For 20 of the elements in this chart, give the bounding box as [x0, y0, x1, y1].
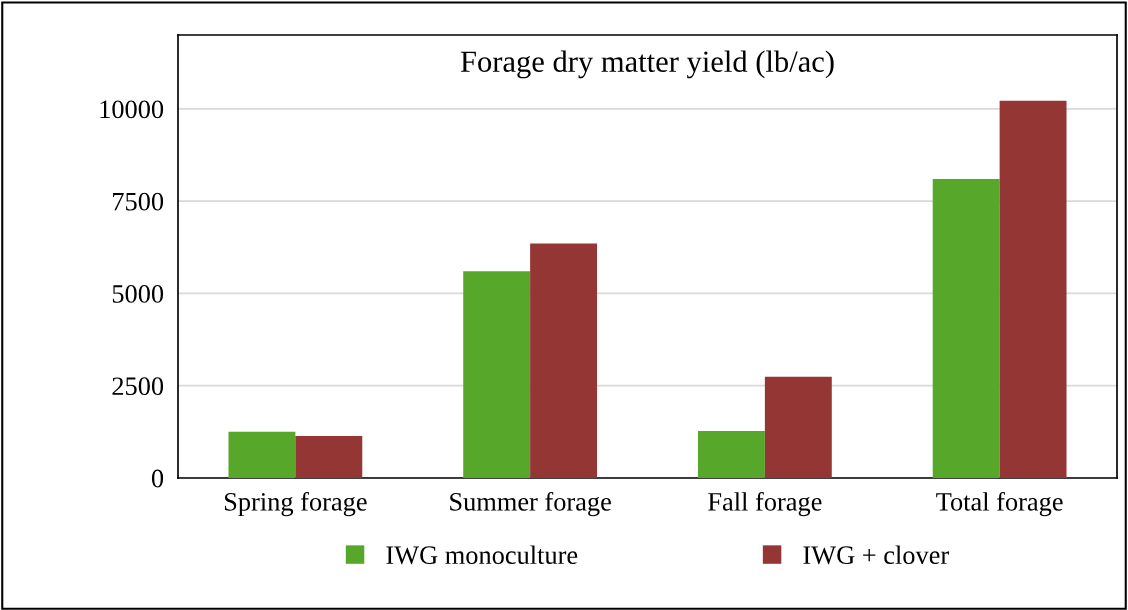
bar	[697, 431, 765, 478]
y-tick-label: 10000	[100, 100, 164, 119]
y-tick-label: 7500	[113, 192, 164, 211]
y-tick-label: 0	[151, 469, 164, 488]
bar	[999, 100, 1067, 478]
x-tick-label: Spring forage	[224, 491, 367, 517]
chart-title: Forage dry matter yield (lb/ac)	[460, 50, 834, 79]
legend-label: IWG + clover	[803, 545, 949, 565]
x-tick-label: Total forage	[936, 491, 1063, 517]
legend-label: IWG monoculture	[386, 545, 578, 565]
bar	[295, 435, 363, 478]
bar	[932, 178, 1000, 478]
bar	[530, 243, 598, 478]
x-tick-label: Summer forage	[450, 491, 611, 517]
y-tick-label: 2500	[112, 377, 164, 396]
x-tick-label: Fall forage	[708, 491, 822, 517]
bar	[228, 431, 296, 478]
y-tick-label: 5000	[112, 285, 164, 303]
bar	[463, 271, 531, 478]
bar	[764, 376, 832, 478]
